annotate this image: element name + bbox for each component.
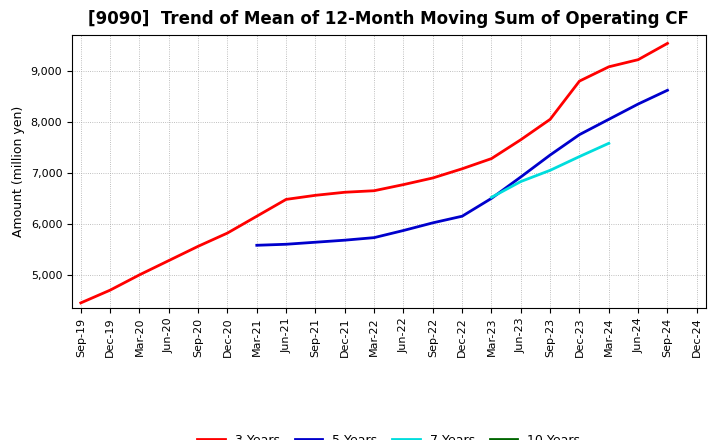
Line: 3 Years: 3 Years	[81, 44, 667, 303]
5 Years	[458, 213, 467, 219]
3 Years	[370, 188, 379, 193]
Line: 5 Years: 5 Years	[257, 90, 667, 245]
5 Years	[516, 174, 525, 180]
5 Years	[428, 220, 437, 225]
7 Years	[546, 168, 554, 173]
Y-axis label: Amount (million yen): Amount (million yen)	[12, 106, 25, 237]
3 Years	[311, 193, 320, 198]
3 Years	[575, 78, 584, 84]
7 Years	[575, 154, 584, 159]
5 Years	[487, 196, 496, 201]
3 Years	[634, 57, 642, 62]
5 Years	[546, 152, 554, 158]
3 Years	[106, 287, 114, 293]
5 Years	[311, 240, 320, 245]
3 Years	[605, 64, 613, 70]
Title: [9090]  Trend of Mean of 12-Month Moving Sum of Operating CF: [9090] Trend of Mean of 12-Month Moving …	[89, 10, 689, 28]
5 Years	[253, 242, 261, 248]
5 Years	[605, 117, 613, 122]
3 Years	[516, 137, 525, 143]
5 Years	[370, 235, 379, 240]
3 Years	[223, 231, 232, 236]
3 Years	[546, 117, 554, 122]
3 Years	[135, 272, 144, 278]
5 Years	[282, 242, 290, 247]
Line: 7 Years: 7 Years	[492, 143, 609, 198]
7 Years	[516, 179, 525, 184]
5 Years	[575, 132, 584, 137]
7 Years	[487, 195, 496, 200]
3 Years	[663, 41, 672, 46]
3 Years	[487, 156, 496, 161]
3 Years	[458, 166, 467, 172]
5 Years	[341, 238, 349, 243]
3 Years	[282, 197, 290, 202]
3 Years	[341, 190, 349, 195]
Legend: 3 Years, 5 Years, 7 Years, 10 Years: 3 Years, 5 Years, 7 Years, 10 Years	[192, 429, 585, 440]
3 Years	[399, 182, 408, 187]
3 Years	[164, 258, 173, 263]
7 Years	[605, 141, 613, 146]
3 Years	[194, 244, 202, 249]
3 Years	[253, 213, 261, 219]
3 Years	[76, 300, 85, 305]
5 Years	[663, 88, 672, 93]
5 Years	[399, 228, 408, 233]
3 Years	[428, 175, 437, 180]
5 Years	[634, 101, 642, 106]
